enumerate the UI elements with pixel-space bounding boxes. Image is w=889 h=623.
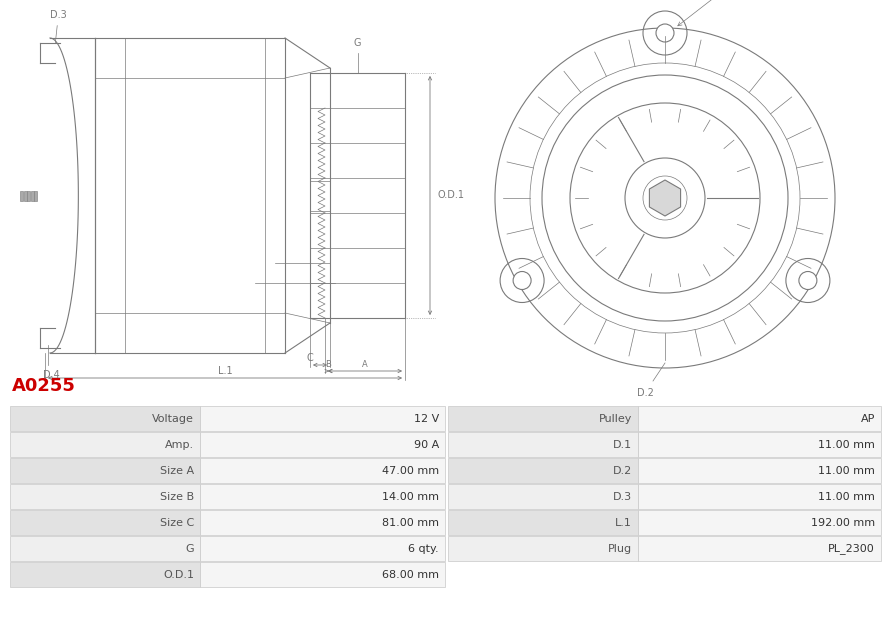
Text: AP: AP <box>861 414 875 424</box>
Text: G: G <box>354 38 361 48</box>
Bar <box>448 536 638 561</box>
Text: O.D.1: O.D.1 <box>163 569 194 579</box>
Text: 81.00 mm: 81.00 mm <box>382 518 439 528</box>
Text: 68.00 mm: 68.00 mm <box>382 569 439 579</box>
Text: D.1: D.1 <box>677 0 752 26</box>
Bar <box>27 191 30 201</box>
Bar <box>34 191 37 201</box>
Bar <box>448 510 638 535</box>
Text: 11.00 mm: 11.00 mm <box>818 465 875 475</box>
Circle shape <box>656 24 674 42</box>
Text: D.4: D.4 <box>43 370 60 380</box>
Text: D.2: D.2 <box>613 465 632 475</box>
Bar <box>10 510 200 535</box>
Circle shape <box>513 272 531 290</box>
Bar <box>200 510 445 535</box>
Text: D.3: D.3 <box>613 492 632 502</box>
Text: Amp.: Amp. <box>164 439 194 450</box>
Bar <box>23 191 27 201</box>
Bar <box>200 484 445 509</box>
Bar <box>10 484 200 509</box>
Text: C: C <box>307 353 314 363</box>
Bar <box>200 432 445 457</box>
Bar <box>10 562 200 587</box>
Text: PL_2300: PL_2300 <box>829 543 875 554</box>
Bar <box>20 191 23 201</box>
Bar <box>200 458 445 483</box>
Text: 47.00 mm: 47.00 mm <box>382 465 439 475</box>
Bar <box>200 406 445 431</box>
Bar <box>10 536 200 561</box>
Bar <box>200 562 445 587</box>
Bar <box>638 406 881 431</box>
Text: 192.00 mm: 192.00 mm <box>811 518 875 528</box>
Text: Plug: Plug <box>608 543 632 553</box>
Bar <box>448 458 638 483</box>
Polygon shape <box>649 180 681 216</box>
Bar <box>638 510 881 535</box>
Bar <box>638 536 881 561</box>
Text: Size A: Size A <box>160 465 194 475</box>
Text: 11.00 mm: 11.00 mm <box>818 439 875 450</box>
Bar <box>638 432 881 457</box>
Bar <box>638 458 881 483</box>
Text: 11.00 mm: 11.00 mm <box>818 492 875 502</box>
Text: D.1: D.1 <box>613 439 632 450</box>
Text: D.2: D.2 <box>637 388 653 398</box>
Text: 90 A: 90 A <box>413 439 439 450</box>
Bar <box>10 432 200 457</box>
Bar <box>10 458 200 483</box>
Bar <box>448 432 638 457</box>
Text: 14.00 mm: 14.00 mm <box>382 492 439 502</box>
Text: Size C: Size C <box>160 518 194 528</box>
Bar <box>10 406 200 431</box>
Text: D.3: D.3 <box>50 10 67 43</box>
Text: Voltage: Voltage <box>152 414 194 424</box>
Bar <box>448 484 638 509</box>
Bar <box>448 406 638 431</box>
Text: B: B <box>325 360 332 369</box>
Bar <box>30 191 34 201</box>
Text: A0255: A0255 <box>12 377 76 395</box>
Text: 12 V: 12 V <box>413 414 439 424</box>
Bar <box>638 484 881 509</box>
Text: L.1: L.1 <box>615 518 632 528</box>
Text: Size B: Size B <box>160 492 194 502</box>
Text: Pulley: Pulley <box>598 414 632 424</box>
Text: A: A <box>362 360 368 369</box>
Text: O.D.1: O.D.1 <box>438 191 465 201</box>
Circle shape <box>799 272 817 290</box>
Text: G: G <box>186 543 194 553</box>
Bar <box>200 536 445 561</box>
Text: 6 qty.: 6 qty. <box>408 543 439 553</box>
Text: L.1: L.1 <box>218 366 232 376</box>
